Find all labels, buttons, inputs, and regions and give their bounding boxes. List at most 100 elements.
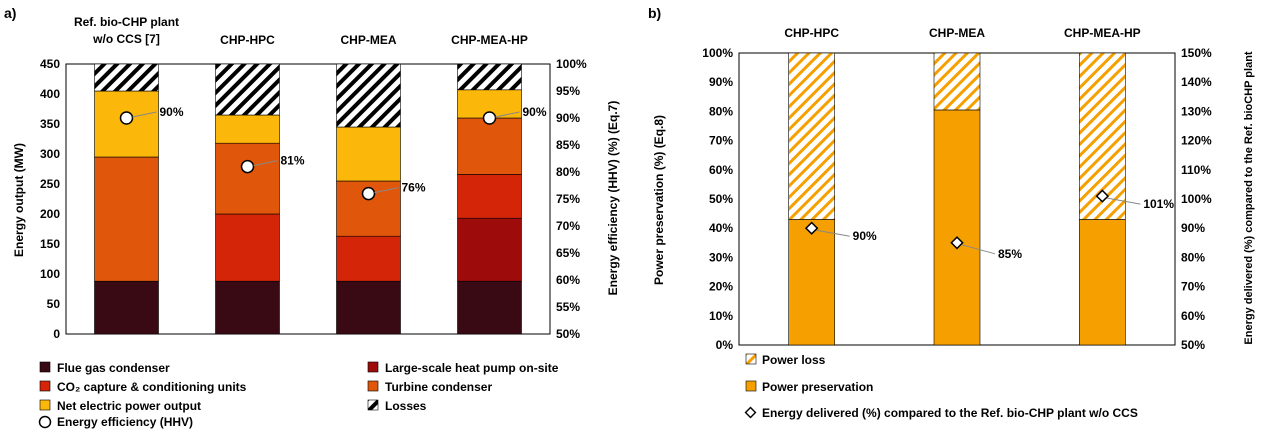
panel-a-legend-label: Turbine condenser xyxy=(385,380,492,394)
panel-b-category-label: CHP-MEA xyxy=(929,26,985,40)
panel-b-ytick-label: 90% xyxy=(709,75,733,89)
panel-a-y2tick-label: 85% xyxy=(556,138,580,152)
panel-b-bar-segment xyxy=(933,109,981,346)
panel-a-bars xyxy=(94,63,522,335)
panel-a-efficiency-markers: 90% 81% 76% 90% xyxy=(119,105,547,201)
panel-a-y2tick-label: 65% xyxy=(556,246,580,260)
panel-b-legend-swatch xyxy=(745,353,757,365)
panel-a-legend-label: CO₂ capture & conditioning units xyxy=(57,380,247,394)
panel-a-bar-segment xyxy=(215,63,280,116)
panel-a-ytick-label: 350 xyxy=(40,117,60,131)
panel-a-legend-swatch xyxy=(39,361,51,373)
panel-b-category-labels: CHP-HPC CHP-MEA CHP-MEA-HP xyxy=(784,26,1140,40)
panel-a-legend-swatch xyxy=(39,399,51,411)
panel-a-y2tick-label: 95% xyxy=(556,84,580,98)
panel-a-ytick-label: 150 xyxy=(40,237,60,251)
panel-b-legend: Power loss Power preservation Energy deliv… xyxy=(744,353,1138,420)
panel-a-efficiency-leader xyxy=(253,160,278,167)
panel-a-y2tick-label: 55% xyxy=(556,300,580,314)
panel-b-legend-delivered-marker xyxy=(744,406,757,419)
panel-a-ytick-label: 300 xyxy=(40,147,60,161)
panel-a-efficiency-label: 90% xyxy=(160,105,184,119)
panel-b-delivered-label: 101% xyxy=(1143,197,1174,211)
panel-b-delivered-markers: 90% 85% 101% xyxy=(804,189,1174,261)
panel-a-ytick-label: 450 xyxy=(40,57,60,71)
panel-a-legend-label: Large-scale heat pump on-site xyxy=(385,361,559,375)
panel-b-axes: 0% 10% 20% 30% 40% 50% 60% 70% 80% 90% 100% 50% 60% 7… xyxy=(702,46,1212,352)
panel-b-delivered-marker xyxy=(950,236,964,250)
panel-b-delivered-leader xyxy=(961,244,996,255)
panel-a-legend-efficiency-label: Energy efficiency (HHV) xyxy=(57,415,193,429)
panel-a-bar-segment xyxy=(457,174,522,219)
panel-a-bar-segment xyxy=(94,63,159,92)
panel-a-ytick-label: 0 xyxy=(53,327,60,341)
panel-b-bar-segment xyxy=(788,219,835,346)
panel-a-legend-label: Losses xyxy=(385,399,427,413)
panel-a-legend: Flue gas condenser Large-scale heat pump … xyxy=(38,361,559,429)
panel-b-legend-swatch xyxy=(745,380,757,392)
panel-b-y2tick-label: 100% xyxy=(1181,192,1212,206)
panel-a-bar-segment xyxy=(336,280,401,335)
panel-a-legend-swatch xyxy=(367,399,379,411)
panel-b-ylabel: Power preservation (%) (Eq.8) xyxy=(652,115,666,285)
panel-a-y2tick-label: 70% xyxy=(556,219,580,233)
panel-a-legend-label: Net electric power output xyxy=(57,399,201,413)
panel-b-delivered-leader xyxy=(1107,197,1141,205)
panel-b-category-label: CHP-MEA-HP xyxy=(1064,26,1141,40)
panel-b-bars xyxy=(788,52,1126,346)
panel-b-legend-delivered-label: Energy delivered (%) compared to the Ref… xyxy=(762,406,1138,420)
panel-a-y2tick-label: 80% xyxy=(556,165,580,179)
panel-b-ytick-label: 50% xyxy=(709,192,733,206)
panel-a-bar-segment xyxy=(215,142,280,215)
panel-a-y2tick-label: 100% xyxy=(556,57,587,71)
panel-a-category-label: CHP-MEA-HP xyxy=(451,33,528,47)
panel-b-y2tick-label: 130% xyxy=(1181,104,1212,118)
panel-b-bar-segment xyxy=(933,52,981,111)
panel-b-ytick-label: 10% xyxy=(709,309,733,323)
panel-a-efficiency-label: 76% xyxy=(402,181,426,195)
panel-a-bar-segment xyxy=(457,117,522,175)
panel-a-bar-segment xyxy=(94,156,159,282)
panel-b-delivered-label: 90% xyxy=(853,229,877,243)
panel-b-delivered-marker xyxy=(804,221,819,235)
panel-a-ytick-label: 100 xyxy=(40,267,60,281)
panel-a-y2tick-label: 50% xyxy=(556,327,580,341)
panel-a-legend-efficiency-marker xyxy=(38,415,52,429)
panel-a-bar-segment xyxy=(215,213,280,282)
panel-b-y2tick-label: 70% xyxy=(1181,280,1205,294)
panel-b-y2tick-label: 80% xyxy=(1181,250,1205,264)
panel-b-legend-label: Power preservation xyxy=(762,380,873,394)
panel-a-y2tick-label: 60% xyxy=(556,273,580,287)
panel-a-bar-segment xyxy=(215,114,280,144)
panel-b-ytick-label: 20% xyxy=(709,280,733,294)
panel-b-y2tick-label: 90% xyxy=(1181,221,1205,235)
panel-b-y2tick-label: 120% xyxy=(1181,134,1212,148)
panel-a-bar-segment xyxy=(457,280,522,335)
panel-a-legend-swatch xyxy=(367,380,379,392)
panel-b-delivered-leader xyxy=(816,229,850,237)
panel-b-ytick-label: 0% xyxy=(716,338,734,352)
panel-a-y2tick-label: 90% xyxy=(556,111,580,125)
panel-b-ytick-label: 70% xyxy=(709,134,733,148)
panel-b-ytick-label: 40% xyxy=(709,221,733,235)
panel-b-y2tick-label: 150% xyxy=(1181,46,1212,60)
panel-a-category-label: CHP-MEA xyxy=(341,33,397,47)
panel-a-efficiency-marker xyxy=(240,159,255,174)
panel-b-y2tick-label: 140% xyxy=(1181,75,1212,89)
panel-a-efficiency-marker xyxy=(119,111,134,125)
panel-b-delivered-marker xyxy=(1095,189,1110,203)
panel-a-bar-segment xyxy=(336,126,401,182)
panel-a-bar-segment xyxy=(215,280,280,335)
panel-b-ytick-label: 100% xyxy=(702,46,733,60)
panel-a-bar-segment xyxy=(94,280,159,335)
panel-a-category-label: Ref. bio-CHP plant xyxy=(74,15,179,29)
panel-a-efficiency-leader xyxy=(132,111,157,118)
panel-b-y2tick-label: 60% xyxy=(1181,309,1205,323)
panel-b-label: b) xyxy=(648,5,661,21)
panel-a-category-labels: Ref. bio-CHP plant w/o CCS [7] CHP-HPC CHP-… xyxy=(74,15,528,47)
panel-a-bar-segment xyxy=(457,63,522,91)
panel-a-y2label: Energy efficiency (HHV) (%) (Eq.7) xyxy=(606,101,620,296)
panel-a-legend-swatch xyxy=(39,380,51,392)
panel-a-category-label: CHP-HPC xyxy=(220,33,275,47)
